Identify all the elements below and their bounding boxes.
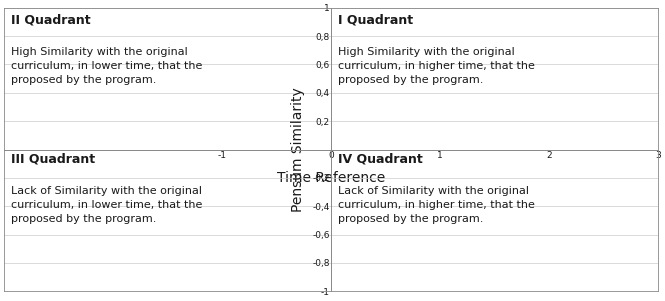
Text: High Similarity with the original
curriculum, in lower time, that the
proposed b: High Similarity with the original curric… — [11, 47, 202, 85]
Text: II Quadrant: II Quadrant — [11, 13, 90, 26]
Text: Lack of Similarity with the original
curriculum, in higher time, that the
propos: Lack of Similarity with the original cur… — [338, 186, 535, 224]
X-axis label: Time Reference: Time Reference — [277, 171, 385, 185]
Text: Lack of Similarity with the original
curriculum, in lower time, that the
propose: Lack of Similarity with the original cur… — [11, 186, 202, 224]
Text: High Similarity with the original
curriculum, in higher time, that the
proposed : High Similarity with the original curric… — [338, 47, 535, 85]
Text: III Quadrant: III Quadrant — [11, 152, 95, 165]
Y-axis label: Pensum Similarity: Pensum Similarity — [291, 87, 305, 212]
Text: I Quadrant: I Quadrant — [338, 13, 413, 26]
Text: IV Quadrant: IV Quadrant — [338, 152, 422, 165]
